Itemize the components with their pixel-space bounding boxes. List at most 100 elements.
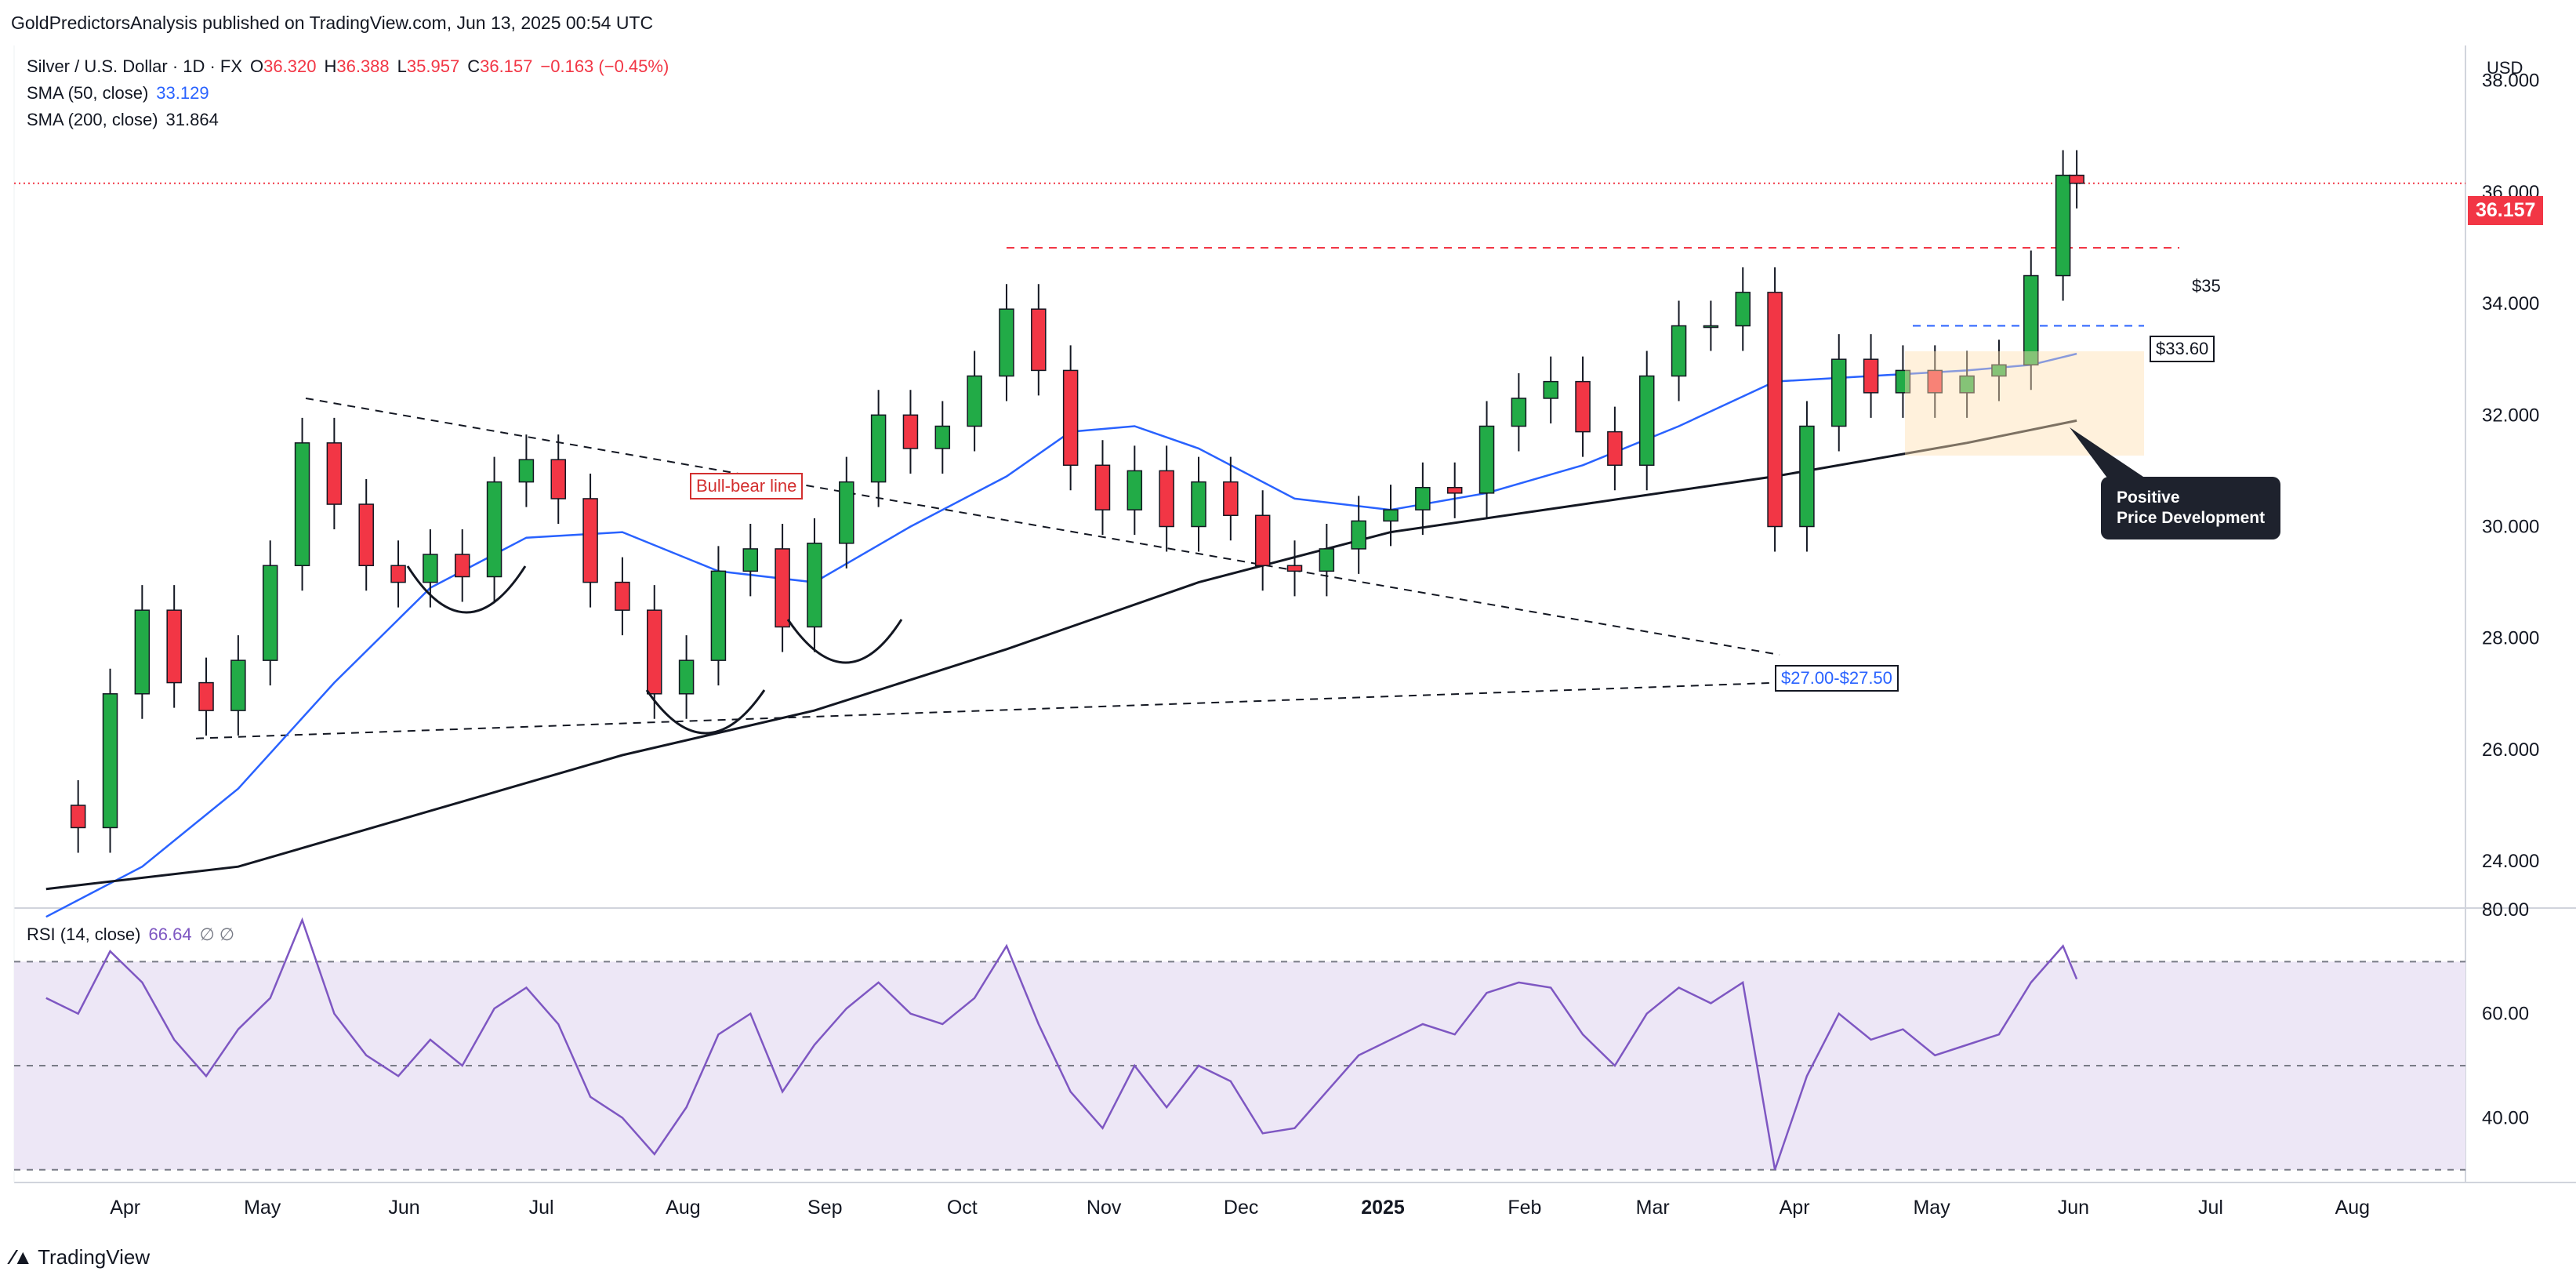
- candle-body: [1191, 481, 1206, 528]
- publisher-line: GoldPredictorsAnalysis published on Trad…: [11, 13, 654, 33]
- cup-arc-1: [406, 565, 527, 614]
- price-tick-label: 32.000: [2482, 405, 2539, 426]
- candle-body: [1543, 380, 1558, 399]
- candle-body: [870, 414, 887, 483]
- candle-body: [807, 543, 822, 628]
- candle-body: [1799, 425, 1815, 528]
- sma200-label: SMA (200, close): [27, 110, 158, 129]
- candle-body: [1767, 292, 1783, 528]
- candle-body: [1446, 486, 1463, 494]
- currency-label[interactable]: USD: [2487, 58, 2523, 78]
- candle-body: [1159, 470, 1174, 528]
- high-value: 36.388: [336, 56, 390, 76]
- bull-bear-trendline: [305, 397, 1780, 656]
- rising-support-trendline: [195, 681, 1780, 739]
- sma200-legend[interactable]: SMA (200, close) 31.864: [27, 110, 227, 130]
- candle-body: [166, 609, 182, 684]
- time-tick-label: Jun: [2058, 1197, 2089, 1219]
- price-pane[interactable]: [14, 150, 2465, 918]
- rsi-line: [45, 917, 2078, 1171]
- candle-body: [1830, 358, 1847, 427]
- time-tick-label: Jul: [529, 1197, 554, 1219]
- rsi-pane[interactable]: [14, 917, 2465, 1171]
- tradingview-logo-text: TradingView: [38, 1245, 151, 1269]
- close-label: C: [467, 56, 481, 76]
- candle-body: [2055, 174, 2071, 277]
- tradingview-brand[interactable]: ⁄▲ TradingView: [11, 1245, 150, 1270]
- rsi-value: 66.64: [148, 925, 192, 944]
- time-tick-label: Apr: [110, 1197, 140, 1219]
- candle-body: [550, 459, 566, 500]
- close-value: 36.157: [480, 56, 533, 76]
- low-label: L: [397, 56, 407, 76]
- time-tick-label: Nov: [1087, 1197, 1122, 1219]
- price-tick-label: 30.000: [2482, 516, 2539, 537]
- candle-body: [999, 308, 1014, 377]
- price-tick-label: 34.000: [2482, 293, 2539, 314]
- time-tick-label: Sep: [807, 1197, 842, 1219]
- candle-body: [1735, 292, 1751, 327]
- candle-body: [1351, 520, 1366, 550]
- level-3360-label: $33.60: [2150, 336, 2215, 362]
- candle-body: [1511, 398, 1527, 427]
- time-tick-label: May: [244, 1197, 281, 1219]
- rsi-tick-label: 80.00: [2482, 899, 2529, 921]
- candle-body: [390, 565, 406, 583]
- price-tick-label: 28.000: [2482, 628, 2539, 649]
- sma50-legend[interactable]: SMA (50, close) 33.129: [27, 83, 217, 104]
- candle-body: [839, 481, 854, 544]
- candle-body: [742, 548, 759, 572]
- candle-body: [102, 693, 118, 829]
- rsi-tick-label: 60.00: [2482, 1004, 2529, 1025]
- candle-body: [1319, 548, 1335, 572]
- support-range-label: $27.00-$27.50: [1775, 665, 1899, 692]
- candle-body: [2069, 174, 2084, 184]
- time-tick-label: Apr: [1780, 1197, 1810, 1219]
- candle-body: [294, 442, 310, 567]
- level-35-label: $35: [2192, 276, 2221, 296]
- candle-body: [775, 548, 790, 628]
- rsi-extra: ∅ ∅: [199, 925, 235, 944]
- candle-body: [486, 481, 503, 578]
- candle-body: [423, 554, 438, 583]
- candle-body: [1415, 486, 1431, 510]
- candle-body: [1286, 565, 1303, 572]
- sma50-label: SMA (50, close): [27, 83, 149, 103]
- open-value: 36.320: [263, 56, 317, 76]
- candle-body: [1383, 509, 1399, 522]
- candle-body: [326, 442, 343, 505]
- candle-body: [1863, 358, 1879, 394]
- candle-body: [1671, 325, 1687, 377]
- symbol-legend[interactable]: Silver / U.S. Dollar · 1D · FX O36.320 H36…: [27, 56, 677, 77]
- candle-body: [1478, 425, 1495, 494]
- callout-line-1: Positive: [2117, 489, 2180, 507]
- callout-line-2: Price Development: [2117, 509, 2266, 527]
- price-tick-label: 26.000: [2482, 739, 2539, 761]
- cup-arc-2: [645, 689, 766, 735]
- candle-body: [1127, 470, 1143, 510]
- candle-body: [934, 425, 951, 449]
- candle-body: [1895, 369, 1911, 394]
- candle-body: [134, 609, 151, 695]
- callout-pointer: [2070, 427, 2148, 480]
- time-tick-label: Jul: [2198, 1197, 2223, 1219]
- time-tick-label: Feb: [1508, 1197, 1541, 1219]
- candle-body: [1223, 481, 1239, 517]
- candle-body: [647, 609, 662, 695]
- time-tick-label: Mar: [1636, 1197, 1670, 1219]
- bull-bear-label: Bull-bear line: [690, 473, 804, 500]
- candle-body: [902, 414, 919, 449]
- rsi-legend[interactable]: RSI (14, close) 66.64 ∅ ∅: [27, 925, 242, 945]
- time-tick-label: Aug: [666, 1197, 700, 1219]
- sma50-line: [45, 352, 2077, 918]
- candle-body: [454, 554, 470, 578]
- candle-body: [358, 503, 374, 567]
- time-tick-label: Dec: [1224, 1197, 1258, 1219]
- candle-body: [1031, 308, 1047, 372]
- candle-body: [70, 805, 86, 829]
- candle-body: [678, 659, 695, 695]
- time-tick-label: May: [1913, 1197, 1950, 1219]
- rsi-label: RSI (14, close): [27, 925, 141, 944]
- candle-body: [230, 659, 246, 711]
